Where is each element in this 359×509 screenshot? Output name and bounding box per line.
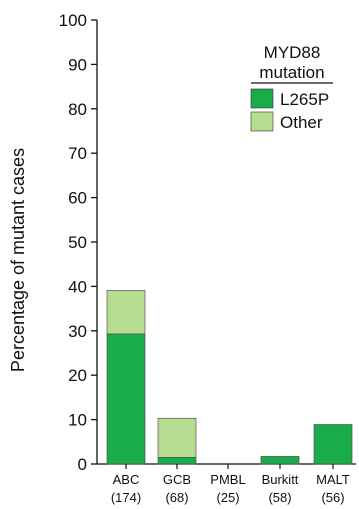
y-tick-label-30: 30 (68, 322, 87, 341)
legend: MYD88 mutation L265P Other (250, 43, 333, 132)
y-tick-label-100: 100 (59, 11, 87, 30)
bar-abc-l265p (106, 333, 146, 465)
bar-abc-other (106, 290, 146, 335)
y-tick-label-50: 50 (68, 233, 87, 252)
x-count-malt: (56) (321, 490, 344, 505)
legend-swatch-l265p (250, 88, 274, 109)
y-tick-label-10: 10 (68, 411, 87, 430)
bar-gcb-other (157, 417, 197, 458)
x-count-burkitt: (58) (268, 490, 291, 505)
y-tick-label-20: 20 (68, 366, 87, 385)
x-label-abc: ABC (113, 472, 140, 487)
legend-label-l265p: L265P (280, 90, 329, 109)
y-tick-label-40: 40 (68, 277, 87, 296)
legend-label-other: Other (280, 113, 323, 132)
y-tick-label-80: 80 (68, 100, 87, 119)
y-axis-title: Percentage of mutant cases (8, 148, 28, 372)
bar-malt-l265p (313, 424, 353, 465)
x-count-abc: (174) (111, 490, 141, 505)
x-count-gcb: (68) (165, 490, 188, 505)
x-label-burkitt: Burkitt (262, 472, 299, 487)
bar-burkitt-l265p (260, 456, 300, 465)
x-axis-labels: ABC (174) GCB (68) PMBL (25) Burkitt (58) MALT (5… (111, 472, 350, 505)
legend-swatch-other (250, 111, 274, 132)
x-count-pmbl: (25) (216, 490, 239, 505)
y-axis-ticks: 0 10 20 30 40 50 60 70 80 90 100 (59, 11, 97, 474)
y-tick-label-60: 60 (68, 189, 87, 208)
x-label-malt: MALT (316, 472, 350, 487)
bars-group (106, 290, 353, 469)
bar-gcb-l265p (157, 456, 197, 465)
legend-title-line2: mutation (259, 63, 324, 82)
y-tick-label-70: 70 (68, 144, 87, 163)
x-label-gcb: GCB (163, 472, 191, 487)
y-tick-label-90: 90 (68, 55, 87, 74)
y-tick-label-0: 0 (78, 455, 87, 474)
legend-title-line1: MYD88 (264, 43, 321, 62)
x-label-pmbl: PMBL (210, 472, 245, 487)
